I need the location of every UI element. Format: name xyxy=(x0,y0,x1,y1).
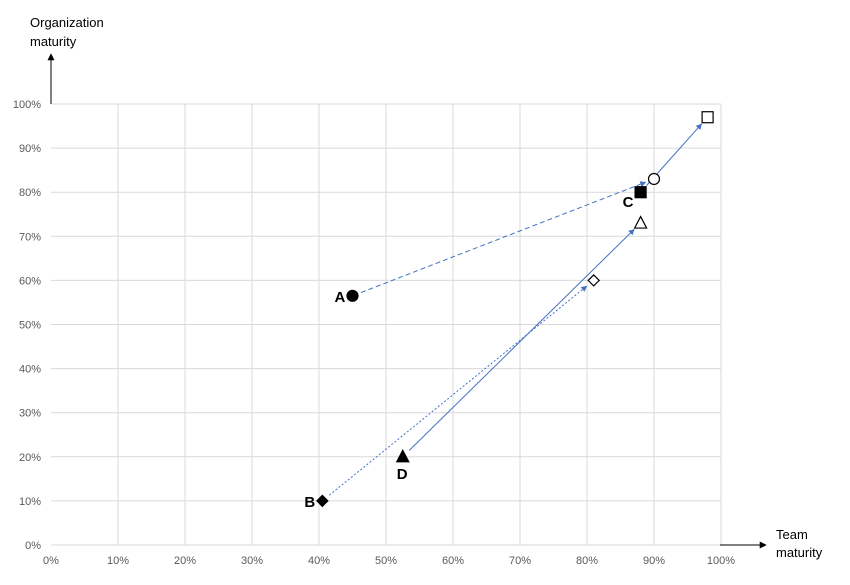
point-d-triangle xyxy=(395,449,410,463)
x-tick-label: 30% xyxy=(241,555,263,567)
y-tick-label: 70% xyxy=(19,231,41,243)
grid xyxy=(51,103,722,546)
x-tick-label: 70% xyxy=(509,555,531,567)
x-tick-label: 50% xyxy=(375,555,397,567)
x-tick-label: 10% xyxy=(107,555,129,567)
y-tick-label: 30% xyxy=(19,408,41,420)
y-tick-label: 100% xyxy=(13,99,41,111)
point-label-b: B xyxy=(304,494,315,511)
x-tick-label: 80% xyxy=(576,555,598,567)
x-axis-title-line2: maturity xyxy=(776,545,823,560)
point-b-diamond xyxy=(316,494,329,508)
x-tick-labels: 0% 10% 20% 30% 40% 50% 60% 70% 80% 90% 100% xyxy=(43,555,735,567)
y-axis-title-line1: Organization xyxy=(30,15,104,30)
point-label-a: A xyxy=(335,289,346,306)
arrow-d-solid xyxy=(408,228,635,451)
y-tick-label: 0% xyxy=(25,540,41,552)
arrow-b-dotted xyxy=(329,285,588,496)
point-labels: A B C D xyxy=(304,194,633,511)
y-tick-label: 10% xyxy=(19,496,41,508)
x-axis-title-line1: Team xyxy=(776,527,808,542)
x-tick-label: 100% xyxy=(707,555,735,567)
y-tick-labels: 0% 10% 20% 30% 40% 50% 60% 70% 80% 90% 100% xyxy=(13,99,41,552)
arrow-a-dashed xyxy=(360,181,647,294)
point-c2-square xyxy=(701,111,714,124)
point-c-square xyxy=(634,186,647,199)
y-tick-label: 40% xyxy=(19,364,41,376)
movement-arrows xyxy=(329,123,703,496)
x-tick-label: 40% xyxy=(308,555,330,567)
point-a-circle xyxy=(346,289,359,302)
x-tick-label: 90% xyxy=(643,555,665,567)
y-tick-label: 50% xyxy=(19,320,41,332)
x-tick-label: 0% xyxy=(43,555,59,567)
y-tick-label: 20% xyxy=(19,452,41,464)
axis-lines xyxy=(47,53,767,549)
data-points xyxy=(316,111,714,508)
point-a2-circle xyxy=(647,172,661,186)
y-axis-title-line2: maturity xyxy=(30,34,77,49)
y-tick-label: 60% xyxy=(19,275,41,287)
y-tick-label: 90% xyxy=(19,143,41,155)
point-label-d: D xyxy=(397,466,408,483)
x-tick-label: 20% xyxy=(174,555,196,567)
point-label-c: C xyxy=(623,194,634,211)
point-d2-triangle xyxy=(633,215,648,229)
point-b2-diamond xyxy=(587,274,601,287)
x-tick-label: 60% xyxy=(442,555,464,567)
y-tick-label: 80% xyxy=(19,187,41,199)
